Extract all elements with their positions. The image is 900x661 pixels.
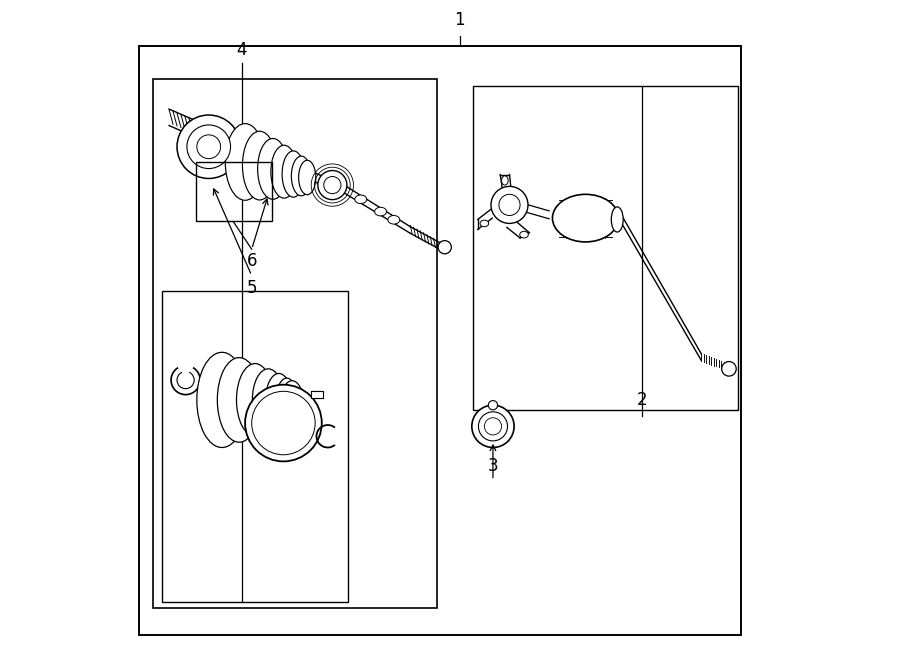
Ellipse shape: [237, 364, 274, 436]
Ellipse shape: [217, 358, 261, 442]
Circle shape: [472, 405, 514, 447]
Circle shape: [438, 241, 451, 254]
Ellipse shape: [197, 352, 248, 447]
Text: 1: 1: [454, 11, 465, 29]
Ellipse shape: [252, 369, 284, 431]
Ellipse shape: [266, 373, 292, 426]
Bar: [473, 86, 737, 410]
Ellipse shape: [553, 194, 618, 242]
Text: 3: 3: [488, 457, 499, 475]
Ellipse shape: [374, 208, 386, 216]
Text: 4: 4: [237, 40, 247, 59]
Ellipse shape: [271, 145, 297, 198]
Ellipse shape: [276, 378, 297, 422]
Bar: [153, 79, 436, 608]
Ellipse shape: [257, 138, 288, 200]
Circle shape: [187, 125, 230, 169]
Circle shape: [171, 366, 200, 395]
Text: 5: 5: [247, 278, 257, 297]
Ellipse shape: [281, 381, 303, 426]
Ellipse shape: [292, 156, 311, 196]
Ellipse shape: [611, 207, 623, 232]
Ellipse shape: [225, 124, 265, 200]
Wedge shape: [180, 364, 192, 380]
Circle shape: [484, 418, 501, 435]
Ellipse shape: [282, 151, 304, 197]
Ellipse shape: [299, 161, 316, 194]
Ellipse shape: [388, 215, 400, 224]
Text: 2: 2: [636, 391, 647, 409]
Circle shape: [252, 391, 315, 455]
Circle shape: [324, 176, 341, 194]
Ellipse shape: [480, 220, 489, 227]
Circle shape: [499, 194, 520, 215]
Bar: [311, 391, 323, 398]
Bar: [163, 291, 347, 602]
Circle shape: [177, 371, 194, 389]
Circle shape: [479, 412, 508, 441]
Circle shape: [245, 385, 322, 461]
Bar: [195, 162, 272, 221]
Circle shape: [491, 186, 528, 223]
Circle shape: [722, 362, 736, 376]
Ellipse shape: [242, 131, 277, 200]
Circle shape: [489, 401, 498, 410]
Ellipse shape: [519, 231, 528, 238]
Bar: [140, 46, 741, 635]
Circle shape: [197, 135, 220, 159]
Ellipse shape: [501, 176, 508, 185]
Text: 6: 6: [247, 252, 257, 270]
Ellipse shape: [355, 195, 366, 204]
Circle shape: [318, 171, 346, 200]
Circle shape: [177, 115, 240, 178]
